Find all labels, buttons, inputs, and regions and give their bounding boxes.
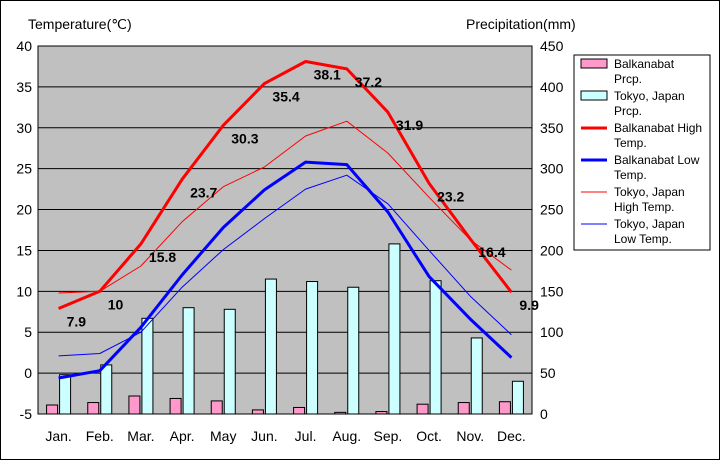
precip-bar-1 (388, 243, 401, 415)
legend-swatch-bar (580, 90, 608, 101)
legend-entry-label: Balkanabat High Temp. (614, 121, 702, 150)
right-tick-label: 150 (540, 283, 564, 299)
precip-bar-0 (87, 402, 100, 415)
right-tick-label: 400 (540, 79, 564, 95)
precip-bar-0 (293, 406, 306, 415)
right-tick-label: 200 (540, 242, 564, 258)
left-tick-label: 30 (16, 120, 32, 136)
left-tick-label: -5 (20, 406, 33, 422)
precip-bar-1 (470, 337, 483, 415)
high-temp-data-label: 37.2 (355, 74, 382, 90)
legend-entry-label: Tokyo, Japan Prcp. (614, 89, 685, 118)
high-temp-data-label: 31.9 (396, 117, 423, 133)
precip-bar-0 (498, 401, 511, 415)
plot-frame (37, 45, 533, 415)
right-tick-label: 250 (540, 202, 564, 218)
high-temp-data-label: 38.1 (314, 67, 341, 83)
precip-bar-1 (429, 280, 442, 415)
precip-bar-0 (46, 404, 59, 415)
series-lines (58, 60, 513, 380)
left-tick-label: 20 (16, 202, 32, 218)
left-axis-title: Temperature(℃) (28, 16, 132, 32)
high-temp-data-label: 16.4 (478, 244, 505, 260)
high-temp-data-label: 9.9 (519, 297, 539, 313)
legend-swatch-bar (580, 58, 608, 69)
x-tick-label: May (210, 428, 236, 444)
x-tick-label: Aug. (332, 428, 361, 444)
series-line-0 (58, 60, 513, 310)
right-tick-label: 0 (540, 406, 548, 422)
precip-bar-1 (100, 364, 113, 415)
right-axis-title: Precipitation(mm) (466, 16, 576, 32)
high-temp-data-label: 7.9 (67, 314, 87, 330)
precip-bar-0 (128, 395, 141, 415)
series-line-2 (58, 120, 512, 294)
left-tick-label: 35 (16, 79, 32, 95)
left-tick-label: 0 (24, 365, 32, 381)
legend-entry-label: Tokyo, Japan Low Temp. (614, 217, 685, 246)
legend-entry-label: Tokyo, Japan High Temp. (614, 185, 685, 214)
precip-bar-0 (416, 403, 429, 415)
legend-entry-label: Balkanabat Prcp. (614, 57, 675, 86)
bars (46, 243, 524, 415)
right-tick-label: 50 (540, 365, 556, 381)
precip-bar-1 (347, 286, 360, 415)
legend-box (573, 54, 711, 251)
left-tick-label: 15 (16, 242, 32, 258)
plot-area (37, 45, 533, 415)
precip-bar-0 (251, 409, 264, 415)
axes: 4035302520151050-54504003503002502001501… (16, 38, 563, 444)
high-temp-data-label: 10 (108, 296, 124, 312)
precip-bar-1 (59, 374, 72, 415)
precip-bar-1 (223, 308, 236, 415)
series-line-1 (58, 160, 513, 380)
high-temp-data-label: 15.8 (149, 249, 176, 265)
high-temp-data-label: 30.3 (231, 130, 258, 146)
precip-bar-0 (210, 400, 223, 415)
precip-bar-1 (141, 317, 154, 415)
x-tick-label: Jan. (45, 428, 71, 444)
x-tick-label: Feb. (86, 428, 114, 444)
high-temp-data-label: 35.4 (272, 89, 299, 105)
x-tick-label: Mar. (127, 428, 154, 444)
precip-bar-0 (169, 397, 182, 415)
high-temp-data-label: 23.2 (437, 188, 464, 204)
left-tick-label: 10 (16, 283, 32, 299)
legend-entry-label: Balkanabat Low Temp. (614, 153, 700, 182)
x-tick-label: Oct. (416, 428, 442, 444)
x-tick-label: Nov. (456, 428, 484, 444)
x-tick-label: Jun. (251, 428, 277, 444)
x-tick-label: Sep. (374, 428, 403, 444)
high-temp-data-label: 23.7 (190, 184, 217, 200)
right-tick-label: 350 (540, 120, 564, 136)
precip-bar-1 (264, 278, 277, 415)
right-tick-label: 100 (540, 324, 564, 340)
right-tick-label: 300 (540, 161, 564, 177)
precip-bar-1 (182, 307, 195, 415)
precip-bar-1 (306, 281, 319, 415)
x-tick-label: Jul. (295, 428, 317, 444)
precip-bar-0 (457, 402, 470, 415)
data-labels: 7.9 10 15.8 23.7 30.3 35.4 38.1 37.2 31.9 23.2 16.… (67, 67, 540, 330)
legend: Balkanabat Prcp. Tokyo, Japan Prcp. Balkanab… (573, 54, 711, 251)
left-tick-label: 40 (16, 38, 32, 54)
x-tick-label: Apr. (170, 428, 195, 444)
left-tick-label: 25 (16, 161, 32, 177)
right-tick-label: 450 (540, 38, 564, 54)
precip-bar-1 (511, 380, 524, 415)
x-tick-label: Dec. (497, 428, 526, 444)
left-tick-label: 5 (24, 324, 32, 340)
